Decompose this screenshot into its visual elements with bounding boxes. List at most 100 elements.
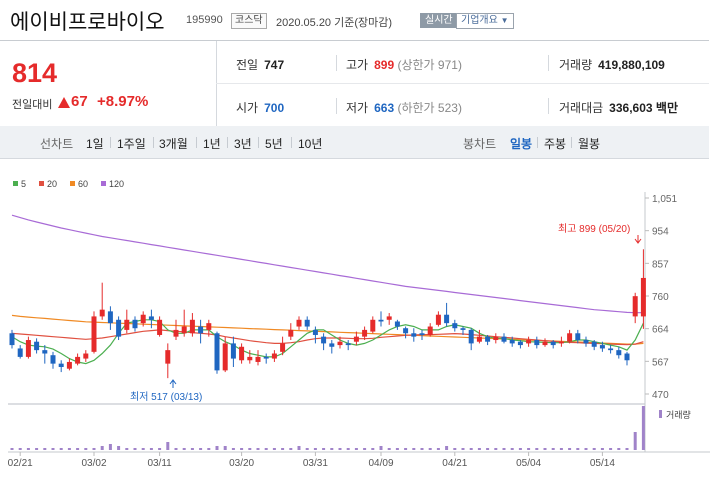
chevron-down-icon: ▼	[500, 16, 509, 25]
volume-bar	[363, 448, 367, 450]
volume-bar	[248, 448, 252, 450]
candle-body	[17, 348, 23, 357]
volume-bar	[141, 448, 145, 450]
candle-body	[116, 319, 122, 337]
moving-average-lines	[11, 214, 644, 365]
legend-ma5: 5	[21, 179, 26, 189]
prev-close: 전일 747	[236, 58, 285, 72]
x-tick-label: 03/31	[303, 458, 328, 469]
candle-body	[99, 309, 105, 317]
volume-bars	[10, 406, 645, 450]
candles	[9, 249, 646, 379]
volume-bar	[330, 448, 334, 450]
period-1y[interactable]: 1년	[203, 137, 221, 151]
volume-bar	[67, 448, 71, 450]
volume-label: 거래량	[666, 409, 691, 420]
volume-bar	[477, 448, 481, 450]
volume-bar	[518, 448, 522, 450]
volume-bar	[576, 448, 580, 450]
x-tick-label: 02/21	[8, 458, 33, 469]
candle-body	[640, 277, 646, 317]
candle-body	[83, 353, 89, 359]
candle-weekly[interactable]: 주봉	[544, 137, 567, 151]
stock-name: 에이비프로바이오	[10, 11, 165, 34]
volume-bar	[387, 448, 391, 450]
period-3m[interactable]: 3개월	[159, 137, 188, 151]
y-tick-label: 664	[652, 325, 669, 336]
volume-bar	[76, 448, 80, 450]
volume-bar	[322, 448, 326, 450]
low-annotation-label: 최저 517 (03/13)	[130, 391, 202, 403]
candle-body	[157, 319, 163, 335]
period-1w[interactable]: 1주일	[117, 137, 146, 151]
volume-bar	[297, 446, 301, 450]
volume-bar	[18, 448, 22, 450]
x-axis-ticks: 02/21 03/02 03/11 03/20 03/31 04/09 04/21 05/04…	[8, 452, 615, 469]
x-tick-label: 05/14	[590, 458, 615, 469]
candle-body	[312, 329, 318, 335]
high-annotation-label: 최고 899 (05/20)	[558, 223, 630, 235]
volume-bar	[600, 448, 604, 450]
volume: 거래량 419,880,109	[559, 58, 665, 72]
candle-body	[198, 326, 204, 334]
current-price: 814	[12, 58, 58, 88]
candle-body	[345, 343, 351, 346]
candle-body	[403, 328, 409, 334]
volume-bar	[346, 448, 350, 450]
candle-body	[280, 343, 286, 352]
candle-body	[107, 311, 113, 324]
volume-bar	[149, 448, 153, 450]
volume-bar	[543, 448, 547, 450]
volume-bar	[313, 448, 317, 450]
x-tick-label: 03/02	[81, 458, 106, 469]
period-10y[interactable]: 10년	[298, 137, 323, 151]
ma5-line	[11, 319, 644, 365]
legend-ma60-swatch	[70, 181, 75, 186]
volume-bar	[568, 448, 572, 450]
y-tick-label: 760	[652, 292, 669, 303]
chart-legend: 5 20 60 120	[13, 179, 124, 189]
y-axis-ticks: 1,051 954 857 760 664 567 470	[645, 194, 677, 401]
quote-panel: 814 전일대비 67 +8.97% 전일 747 고가 899 (상한가 971)…	[0, 40, 709, 127]
candle-body	[42, 350, 48, 354]
legend-ma120: 120	[109, 179, 124, 189]
candle-body	[493, 336, 499, 341]
candle-body	[476, 336, 482, 342]
candle-body	[271, 353, 277, 359]
volume-bar	[494, 448, 498, 450]
candle-daily[interactable]: 일봉	[510, 137, 533, 151]
volume-bar	[108, 444, 112, 450]
candle-body	[181, 326, 187, 334]
x-tick-label: 05/04	[516, 458, 541, 469]
legend-ma20-swatch	[39, 181, 44, 186]
candle-monthly[interactable]: 월봉	[578, 137, 601, 151]
company-info-dropdown[interactable]: 기업개요 ▼	[456, 13, 514, 29]
low-price: 저가 663 (하한가 523)	[346, 101, 462, 115]
candle-body	[173, 329, 179, 337]
volume-bar	[609, 448, 613, 450]
volume-bar	[190, 448, 194, 450]
down-arrow-icon	[634, 238, 642, 244]
realtime-button[interactable]: 실시간	[420, 13, 458, 28]
candle-body	[66, 361, 72, 369]
market-badge: 코스닥	[231, 13, 267, 29]
candle-body	[353, 336, 359, 342]
period-3y[interactable]: 3년	[234, 137, 252, 151]
candle-body	[337, 341, 343, 346]
candle-body	[386, 316, 392, 320]
volume-bar	[100, 446, 104, 450]
volume-bar	[92, 448, 96, 450]
candle-body	[575, 333, 581, 341]
candle-body	[378, 319, 384, 322]
candle-body	[91, 316, 97, 352]
volume-bar	[412, 448, 416, 450]
stock-chart[interactable]: 5 20 60 120 1,051 954 857 760 664 567 470 02/2…	[0, 172, 710, 486]
volume-bar	[395, 448, 399, 450]
candle-body	[444, 314, 450, 324]
volume-bar	[625, 448, 629, 450]
volume-bar	[445, 446, 449, 450]
period-5y[interactable]: 5년	[265, 137, 283, 151]
period-1d[interactable]: 1일	[86, 137, 104, 151]
candle-body	[296, 319, 302, 327]
candle-body	[616, 350, 622, 356]
